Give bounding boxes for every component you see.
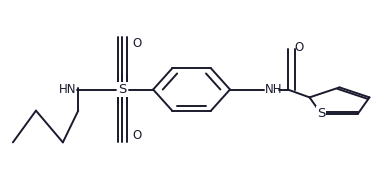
Text: NH: NH (265, 83, 282, 96)
Text: O: O (132, 37, 141, 50)
Text: S: S (317, 107, 325, 120)
Text: HN: HN (59, 83, 76, 96)
Text: O: O (295, 41, 304, 54)
Text: S: S (118, 83, 127, 96)
Text: O: O (132, 129, 141, 142)
